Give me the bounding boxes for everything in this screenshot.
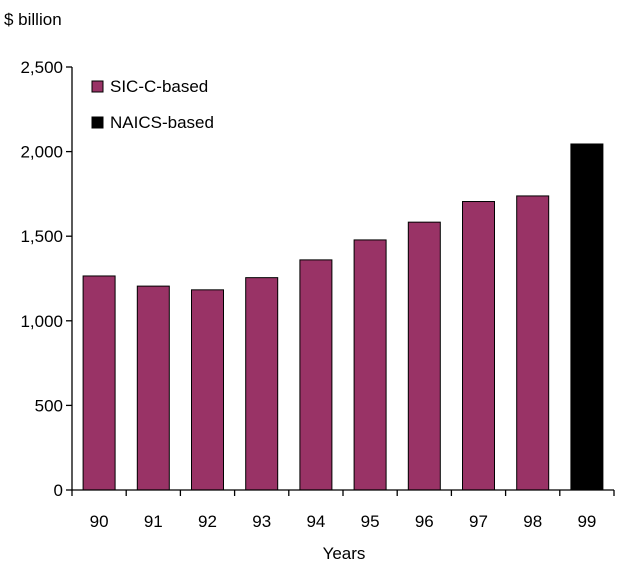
bar-94 <box>299 259 333 491</box>
bar-95 <box>353 239 387 491</box>
bar-92 <box>191 289 224 491</box>
bar-93 <box>245 277 279 491</box>
legend-swatch-sic <box>91 80 104 93</box>
y-tick-label: 500 <box>35 396 63 415</box>
y-tick-label: 0 <box>54 481 63 500</box>
x-tick-label: 93 <box>252 512 271 531</box>
y-tick-label: 2,000 <box>20 143 63 162</box>
legend-label-sic: SIC-C-based <box>110 77 208 96</box>
y-tick-label: 1,000 <box>20 312 63 331</box>
x-axis-label: Years <box>323 544 366 563</box>
bars <box>82 143 604 491</box>
y-axis: 0 500 1,000 1,500 2,000 2,500 <box>20 58 73 500</box>
legend-swatch-naics <box>91 116 104 129</box>
y-axis-label: $ billion <box>4 10 62 29</box>
x-tick-label: 92 <box>198 512 217 531</box>
x-axis: 90 91 92 93 94 95 96 97 98 99 <box>71 489 615 531</box>
y-tick-label: 1,500 <box>20 227 63 246</box>
x-tick-label: 97 <box>469 512 488 531</box>
x-tick-label: 90 <box>90 512 109 531</box>
x-tick-label: 95 <box>361 512 380 531</box>
legend: SIC-C-based NAICS-based <box>91 77 214 132</box>
x-tick-label: 96 <box>415 512 434 531</box>
bar-97 <box>462 201 495 491</box>
x-tick-label: 94 <box>306 512 325 531</box>
bar-91 <box>136 285 170 491</box>
x-tick-label: 98 <box>523 512 542 531</box>
bar-96 <box>407 221 441 491</box>
x-tick-label: 99 <box>577 512 596 531</box>
bar-90 <box>82 275 116 491</box>
bar-98 <box>516 195 550 491</box>
x-tick-label: 91 <box>144 512 163 531</box>
bar-99 <box>570 143 604 491</box>
legend-label-naics: NAICS-based <box>110 113 214 132</box>
y-tick-label: 2,500 <box>20 58 63 77</box>
